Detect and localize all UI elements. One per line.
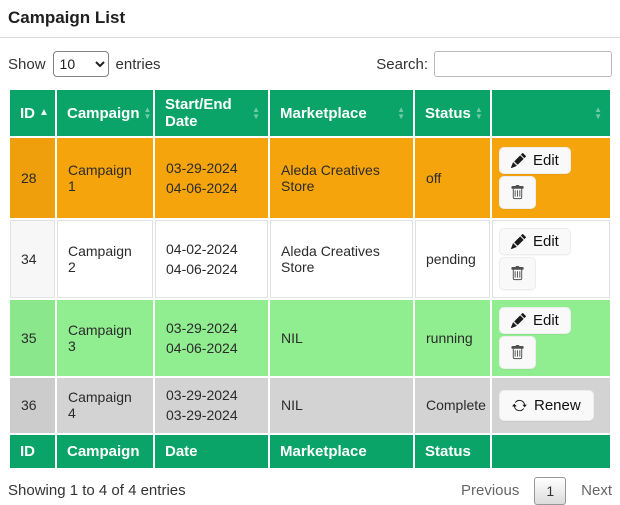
date-line: 04-06-2024 (166, 340, 238, 356)
column-header-label: Campaign (67, 104, 140, 122)
cell-marketplace: NIL (281, 330, 303, 346)
pencil-icon (511, 234, 526, 249)
cell-dates: 03-29-2024 03-29-2024 (155, 378, 268, 433)
pencil-icon (511, 153, 526, 168)
footer-header-status: Status (415, 434, 490, 468)
page-title: Campaign List (8, 8, 126, 27)
cell-status: pending (415, 220, 490, 298)
delete-button[interactable] (499, 176, 536, 209)
edit-button-label: Edit (533, 233, 559, 250)
cell-actions: Edit (492, 138, 610, 218)
date-line: 03-29-2024 (166, 159, 238, 176)
renew-icon (512, 398, 527, 413)
trash-icon (510, 345, 525, 360)
column-header-label: Start/End Date (165, 96, 232, 130)
cell-dates: 04-02-2024 04-06-2024 (155, 220, 268, 298)
pagination-next[interactable]: Next (581, 482, 612, 500)
column-header-start-end-date[interactable]: Start/End Date ▲ ▼ (155, 90, 268, 136)
date-line: 04-06-2024 (166, 261, 238, 277)
column-header-label: Marketplace (280, 104, 367, 122)
column-header-marketplace[interactable]: Marketplace ▲ ▼ (270, 90, 413, 136)
cell-dates: 03-29-2024 04-06-2024 (155, 138, 268, 218)
pagination: Previous 1 Next (461, 476, 612, 505)
cell-id: 34 (10, 220, 55, 298)
sort-ascending-icon: ▲ (39, 107, 49, 118)
table-info-bar: Showing 1 to 4 of 4 entries Previous 1 N… (8, 476, 612, 505)
column-header-campaign[interactable]: Campaign ▲ ▼ (57, 90, 153, 136)
show-label: Show (8, 55, 46, 73)
sort-both-icon: ▲ ▼ (397, 105, 405, 121)
campaign-table: ID ▲ Campaign ▲ ▼ Start/End Date ▲ ▼ Marketplace… (8, 88, 612, 470)
cell-marketplace: Aleda Creatives Store (281, 162, 380, 194)
cell-status: Complete (426, 397, 486, 414)
cell-marketplace: NIL (281, 397, 303, 414)
date-line: 03-29-2024 (166, 407, 238, 424)
title-divider (0, 37, 620, 38)
column-header-actions[interactable]: ▲ ▼ (492, 90, 610, 136)
footer-header-id: ID (10, 434, 55, 468)
column-header-id[interactable]: ID ▲ (10, 90, 55, 136)
sort-both-icon: ▲ ▼ (474, 105, 483, 121)
table-footer: ID Campaign Date Marketplace Status (10, 434, 610, 468)
search-input[interactable] (434, 51, 612, 77)
cell-id: 36 (10, 378, 55, 433)
date-line: 03-29-2024 (166, 387, 238, 403)
cell-marketplace: Aleda Creatives Store (270, 220, 413, 298)
delete-button[interactable] (499, 336, 536, 369)
pagination-previous[interactable]: Previous (461, 482, 520, 500)
cell-status: running (426, 330, 473, 346)
edit-button-label: Edit (533, 312, 559, 329)
table-row: 28 Campaign 1 03-29-2024 04-06-2024 Aleda Cr… (10, 138, 610, 218)
page-length-control: Show 10 entries (8, 51, 161, 77)
pagination-page-1[interactable]: 1 (534, 476, 567, 505)
footer-header-marketplace: Marketplace (270, 434, 413, 468)
sort-both-icon: ▲ ▼ (252, 105, 260, 121)
cell-campaign: Campaign 4 (68, 389, 132, 422)
search-control: Search: (376, 51, 612, 77)
renew-button[interactable]: Renew (499, 389, 594, 421)
table-row: 36 Campaign 4 03-29-2024 03-29-2024 NIL Compl… (10, 378, 610, 433)
column-header-label: Status (425, 104, 471, 122)
cell-id: 28 (10, 138, 55, 218)
footer-header-actions (492, 434, 610, 468)
entries-label: entries (115, 55, 161, 73)
cell-status: off (426, 170, 442, 186)
sort-both-icon: ▲ ▼ (143, 105, 152, 121)
date-line: 04-02-2024 (166, 240, 238, 257)
cell-campaign: Campaign 3 (68, 322, 132, 354)
date-line: 04-06-2024 (166, 180, 238, 196)
sort-both-icon: ▲ ▼ (594, 105, 602, 121)
footer-header-campaign: Campaign (57, 434, 153, 468)
cell-campaign: Campaign 2 (57, 220, 153, 298)
trash-icon (510, 266, 525, 281)
entries-info: Showing 1 to 4 of 4 entries (8, 482, 186, 500)
footer-header-date: Date (155, 434, 268, 468)
cell-dates: 03-29-2024 04-06-2024 (155, 300, 268, 376)
cell-campaign: Campaign 1 (68, 162, 132, 194)
table-body: 28 Campaign 1 03-29-2024 04-06-2024 Aleda Cr… (10, 138, 610, 433)
edit-button-label: Edit (533, 152, 559, 169)
search-label: Search: (376, 55, 428, 73)
cell-actions: Edit (492, 220, 610, 298)
delete-button[interactable] (499, 257, 536, 290)
cell-actions: Renew (492, 378, 610, 433)
edit-button[interactable]: Edit (499, 147, 571, 174)
edit-button[interactable]: Edit (499, 228, 571, 255)
trash-icon (510, 185, 525, 200)
table-controls: Show 10 entries Search: (8, 51, 612, 77)
date-line: 03-29-2024 (166, 319, 238, 336)
cell-id: 35 (10, 300, 55, 376)
cell-actions: Edit (492, 300, 610, 376)
table-header: ID ▲ Campaign ▲ ▼ Start/End Date ▲ ▼ Marketplace… (10, 90, 610, 136)
column-header-label: ID (20, 104, 35, 122)
entries-select[interactable]: 10 (52, 51, 109, 77)
edit-button[interactable]: Edit (499, 307, 571, 334)
column-header-status[interactable]: Status ▲ ▼ (415, 90, 490, 136)
table-row: 35 Campaign 3 03-29-2024 04-06-2024 NIL runni… (10, 300, 610, 376)
renew-button-label: Renew (534, 396, 581, 414)
pencil-icon (511, 313, 526, 328)
table-row: 34 Campaign 2 04-02-2024 04-06-2024 Aleda Cr… (10, 220, 610, 298)
